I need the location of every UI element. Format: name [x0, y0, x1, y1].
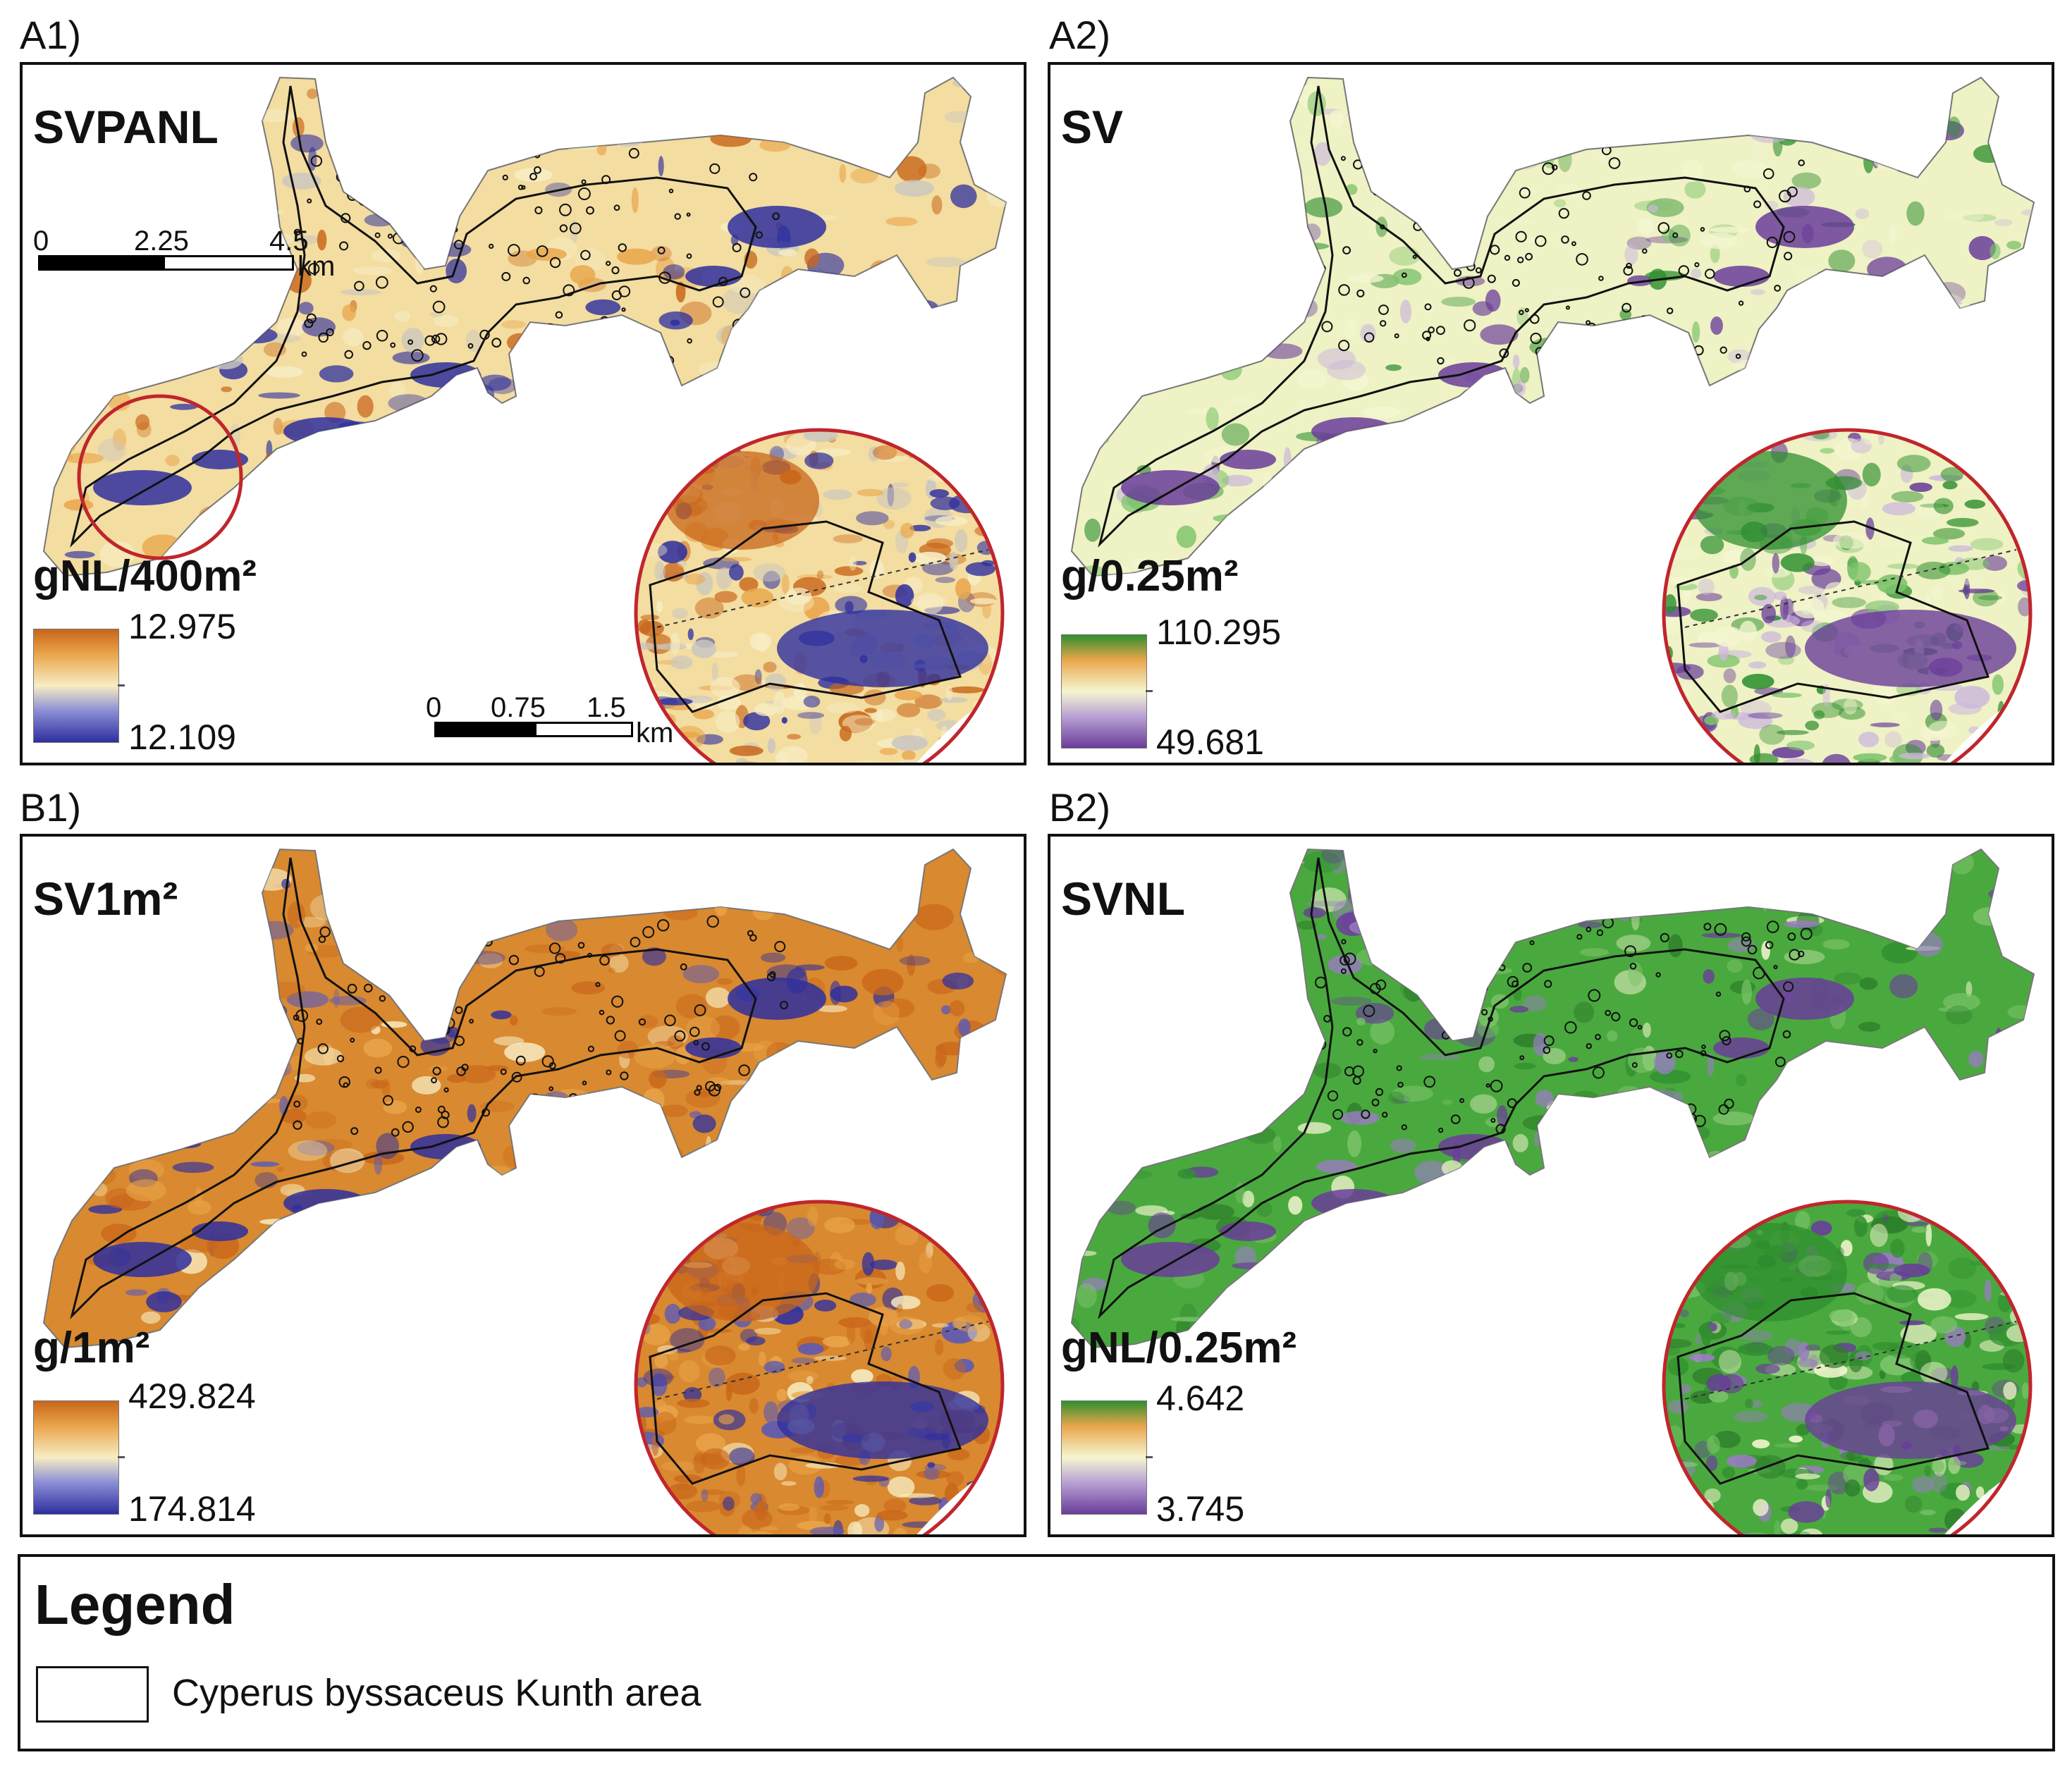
ramp-min-value: 3.745	[1156, 1489, 1245, 1529]
ramp-min-value: 12.109	[128, 717, 236, 757]
map-title: SV1m²	[33, 873, 178, 925]
scale-label-0: 0	[33, 226, 49, 257]
map-canvas	[42, 848, 1007, 1534]
legend-title: Legend	[35, 1573, 235, 1636]
ramp-max-value: 429.824	[128, 1376, 256, 1416]
ramp-tick	[1146, 690, 1153, 692]
scale-label-max: 4.5	[269, 226, 309, 257]
legend-item-label: Cyperus byssaceus Kunth area	[172, 1672, 701, 1714]
scale-unit: km	[298, 251, 336, 282]
ramp-max-value: 4.642	[1156, 1379, 1245, 1418]
legend-box: Legend Cyperus byssaceus Kunth area	[18, 1554, 2055, 1751]
scale-bar-black-segment	[38, 255, 165, 271]
map-canvas	[42, 76, 1007, 763]
ramp-max-value: 12.975	[128, 607, 236, 646]
map-canvas	[1070, 76, 2035, 763]
unit-label: g/1m²	[33, 1324, 150, 1372]
color-ramp	[33, 629, 119, 743]
ramp-min-value: 49.681	[1156, 722, 1264, 762]
unit-label: gNL/0.25m²	[1061, 1324, 1297, 1372]
scale-unit: km	[636, 717, 674, 749]
scale-label-max: 1.5	[587, 692, 626, 723]
panel-label-b2: B2)	[1049, 785, 1111, 830]
scale-label-mid: 0.75	[491, 692, 546, 723]
color-ramp	[1061, 1400, 1147, 1515]
panel-label-b1: B1)	[20, 785, 82, 830]
ramp-tick	[118, 1456, 125, 1458]
ramp-tick	[1146, 1456, 1153, 1458]
color-ramp	[1061, 634, 1147, 749]
scale-label-0: 0	[426, 692, 442, 723]
ramp-min-value: 174.814	[128, 1489, 256, 1529]
map-panel-b2[interactable]: SVNL gNL/0.25m² 4.642 3.745	[1048, 834, 2054, 1537]
ramp-tick	[118, 684, 125, 686]
scale-label-mid: 2.25	[134, 226, 189, 257]
ramp-max-value: 110.295	[1156, 612, 1282, 652]
map-title: SVPANL	[33, 101, 219, 153]
overview-scale-bar: 0 2.25 4.5 km	[30, 226, 361, 282]
scale-bar-white-segment	[163, 255, 294, 271]
map-title: SVNL	[1061, 873, 1186, 925]
unit-label: g/0.25m²	[1061, 552, 1239, 600]
map-panel-b1[interactable]: SV1m² g/1m² 429.824 174.814	[20, 834, 1026, 1537]
scale-bar-black-segment	[434, 722, 537, 737]
panel-label-a1: A1)	[20, 13, 82, 57]
map-title: SV	[1061, 101, 1124, 153]
scale-bar-white-segment	[534, 722, 633, 737]
color-ramp	[33, 1400, 119, 1515]
inset-scale-bar: 0 0.75 1.5 km	[426, 692, 722, 749]
panel-label-a2: A2)	[1049, 13, 1111, 57]
unit-label: gNL/400m²	[33, 552, 257, 600]
legend-swatch-outline	[36, 1666, 149, 1723]
map-panel-a2[interactable]: SV g/0.25m² 110.295 49.681	[1048, 62, 2054, 765]
map-canvas	[1070, 848, 2035, 1534]
map-panel-a1[interactable]: SVPANL 0 2.25 4.5 km 0 0.75 1.5 km gNL/4…	[20, 62, 1026, 765]
